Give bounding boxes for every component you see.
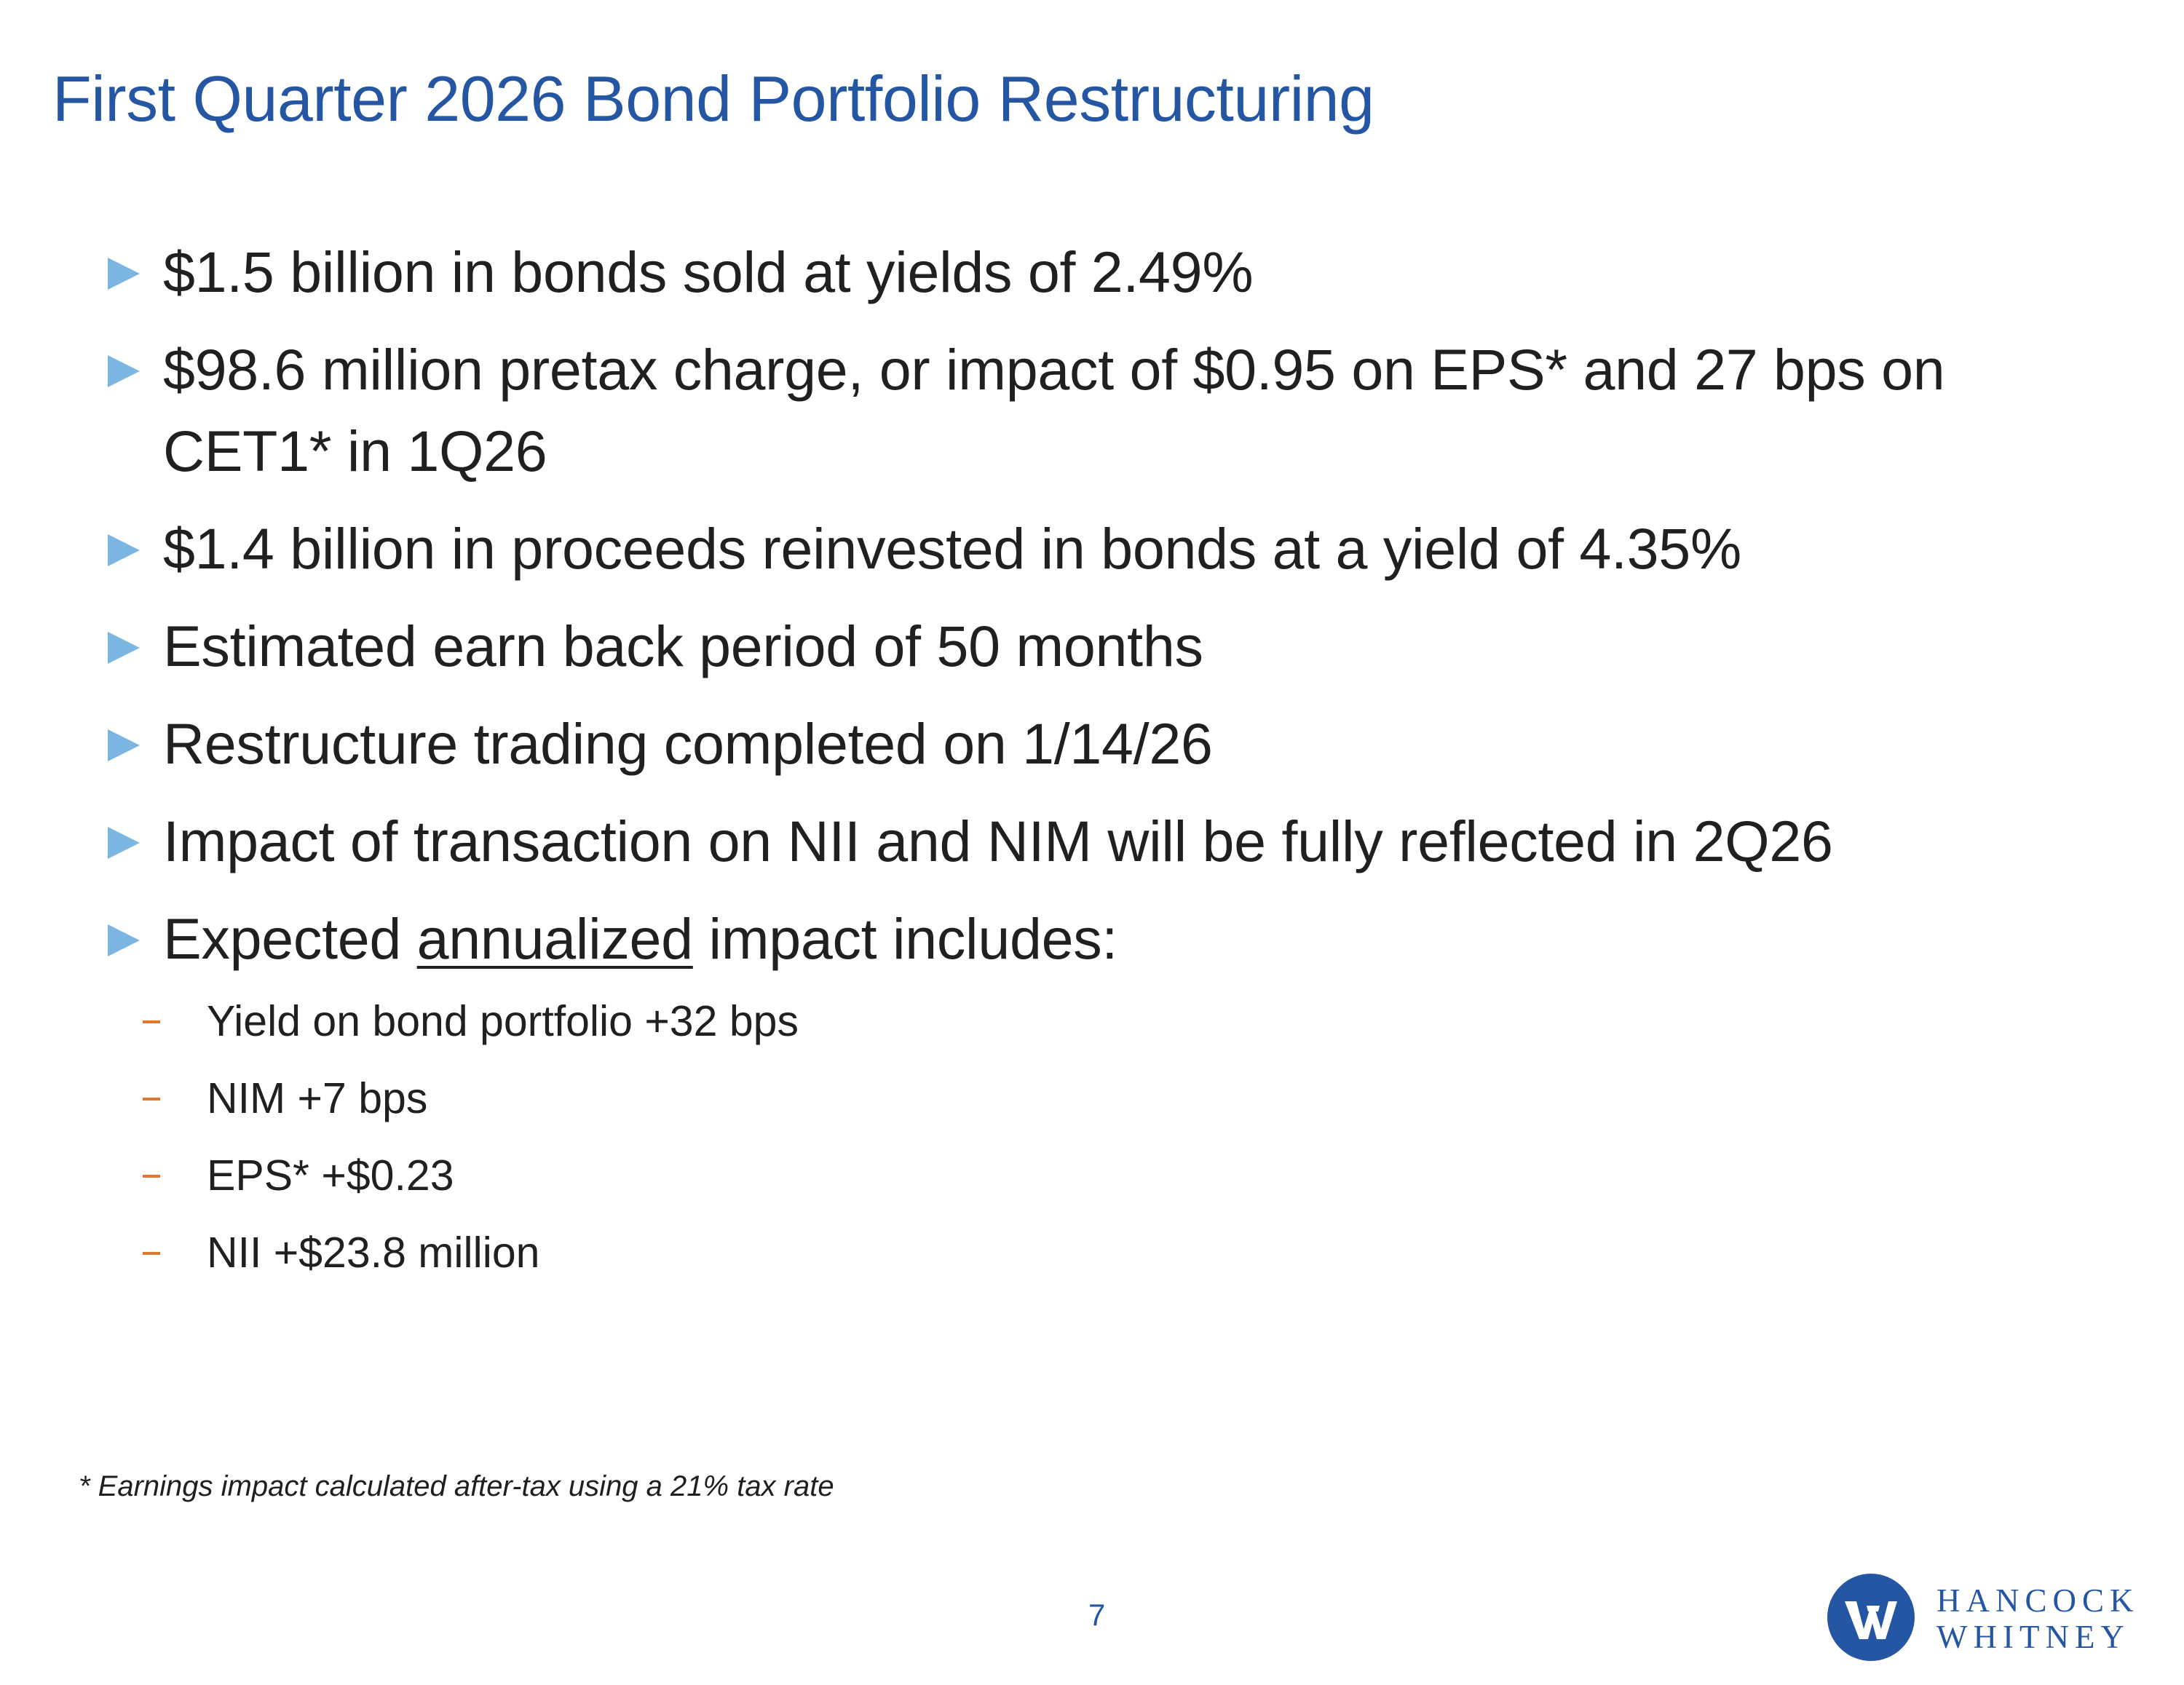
triangle-bullet-icon [108, 632, 140, 664]
bullet-item: Restructure trading completed on 1/14/26 [108, 703, 2088, 785]
triangle-bullet-icon [108, 729, 140, 761]
footnote: * Earnings impact calculated after-tax u… [79, 1470, 834, 1502]
bullet-text: $1.5 billion in bonds sold at yields of … [163, 239, 1254, 304]
bullet-item: Impact of transaction on NII and NIM wil… [108, 801, 2088, 882]
expected-suffix: impact includes: [692, 906, 1118, 971]
bullet-item: $1.4 billion in proceeds reinvested in b… [108, 508, 2088, 590]
logo-line-2: WHITNEY [1936, 1619, 2130, 1655]
sub-bullet-item: EPS* +$0.23 [143, 1137, 799, 1214]
logo-wordmark: HANCOCK WHITNEY [1936, 1582, 2140, 1655]
sub-bullet-text: NIM +7 bps [207, 1074, 428, 1122]
triangle-bullet-icon [108, 258, 140, 290]
expected-prefix: Expected [163, 906, 417, 971]
bullet-item: $98.6 million pretax charge, or impact o… [108, 329, 2088, 492]
sub-bullet-item: Yield on bond portfolio +32 bps [143, 983, 799, 1060]
bullet-item: Estimated earn back period of 50 months [108, 606, 2088, 687]
expected-underlined-word: annualized [416, 906, 693, 971]
page-number: 7 [1088, 1598, 1106, 1632]
triangle-bullet-icon [108, 534, 140, 566]
dash-bullet-icon [143, 1098, 160, 1101]
bullet-item: $1.5 billion in bonds sold at yields of … [108, 231, 2088, 313]
sub-bullet-text: EPS* +$0.23 [207, 1151, 454, 1200]
triangle-bullet-icon [108, 355, 140, 387]
sub-bullet-text: NII +$23.8 million [207, 1229, 540, 1277]
dash-bullet-icon [143, 1020, 160, 1023]
triangle-bullet-icon [108, 924, 140, 956]
logo-line-1: HANCOCK [1936, 1582, 2140, 1619]
sub-bullet-text: Yield on bond portfolio +32 bps [207, 997, 799, 1045]
bullet-list: $1.5 billion in bonds sold at yields of … [108, 231, 2088, 996]
hancock-whitney-mark-icon [1827, 1574, 1915, 1661]
bullet-text: $1.4 billion in proceeds reinvested in b… [163, 516, 1741, 581]
dash-bullet-icon [143, 1175, 160, 1178]
sub-bullet-list: Yield on bond portfolio +32 bps NIM +7 b… [143, 983, 799, 1291]
bullet-text: Impact of transaction on NII and NIM wil… [163, 809, 1833, 873]
slide-title: First Quarter 2026 Bond Portfolio Restru… [52, 63, 1374, 135]
bullet-item-expected-impact: Expected annualized impact includes: [108, 898, 2088, 980]
bullet-text: Restructure trading completed on 1/14/26 [163, 711, 1213, 776]
sub-bullet-item: NIM +7 bps [143, 1060, 799, 1137]
triangle-bullet-icon [108, 827, 140, 859]
sub-bullet-item: NII +$23.8 million [143, 1214, 799, 1291]
bullet-text: $98.6 million pretax charge, or impact o… [163, 337, 1945, 483]
company-logo: HANCOCK WHITNEY [1826, 1572, 2146, 1667]
bullet-text: Estimated earn back period of 50 months [163, 614, 1203, 678]
dash-bullet-icon [143, 1252, 160, 1255]
